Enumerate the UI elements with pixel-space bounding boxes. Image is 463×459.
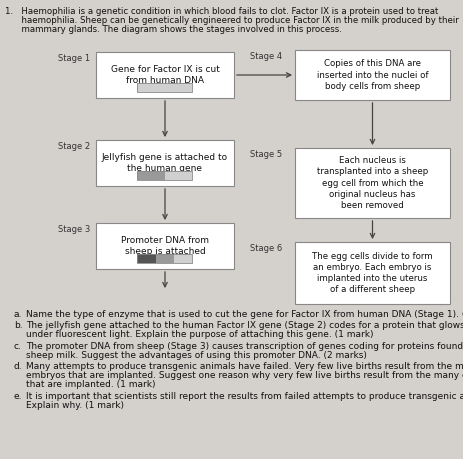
Text: It is important that scientists still report the results from failed attempts to: It is important that scientists still re… — [26, 392, 463, 401]
Text: b.: b. — [14, 321, 23, 330]
Text: The egg cells divide to form
an embryo. Each embryo is
implanted into the uterus: The egg cells divide to form an embryo. … — [312, 252, 432, 294]
Text: Explain why. (1 mark): Explain why. (1 mark) — [26, 401, 124, 410]
Text: a.: a. — [14, 310, 22, 319]
Text: Promoter DNA from
sheep is attached: Promoter DNA from sheep is attached — [121, 236, 208, 256]
Bar — [137, 83, 192, 92]
Bar — [137, 254, 192, 263]
Text: Stage 3: Stage 3 — [58, 225, 90, 234]
Bar — [96, 52, 233, 98]
Text: Copies of this DNA are
inserted into the nuclei of
body cells from sheep: Copies of this DNA are inserted into the… — [316, 59, 427, 90]
Text: Many attempts to produce transgenic animals have failed. Very few live births re: Many attempts to produce transgenic anim… — [26, 362, 463, 371]
Text: haemophilia. Sheep can be genetically engineered to produce Factor IX in the mil: haemophilia. Sheep can be genetically en… — [5, 16, 458, 25]
Text: Stage 4: Stage 4 — [250, 52, 282, 61]
Bar — [137, 83, 192, 92]
Text: that are implanted. (1 mark): that are implanted. (1 mark) — [26, 381, 155, 389]
Text: The jellyfish gene attached to the human Factor IX gene (Stage 2) codes for a pr: The jellyfish gene attached to the human… — [26, 321, 463, 330]
Text: d.: d. — [14, 362, 23, 371]
Text: e.: e. — [14, 392, 22, 401]
Text: mammary glands. The diagram shows the stages involved in this process.: mammary glands. The diagram shows the st… — [5, 25, 341, 34]
Bar — [137, 171, 192, 180]
Text: Jellyfish gene is attached to
the human gene: Jellyfish gene is attached to the human … — [102, 153, 228, 173]
Bar — [96, 223, 233, 269]
Text: c.: c. — [14, 341, 22, 351]
Text: Name the type of enzyme that is used to cut the gene for Factor IX from human DN: Name the type of enzyme that is used to … — [26, 310, 463, 319]
Text: embryos that are implanted. Suggest one reason why very few live births result f: embryos that are implanted. Suggest one … — [26, 371, 463, 380]
Text: 1.   Haemophilia is a genetic condition in which blood fails to clot. Factor IX : 1. Haemophilia is a genetic condition in… — [5, 7, 438, 16]
Text: under fluorescent light. Explain the purpose of attaching this gene. (1 mark): under fluorescent light. Explain the pur… — [26, 330, 373, 339]
Text: Each nucleus is
transplanted into a sheep
egg cell from which the
original nucle: Each nucleus is transplanted into a shee… — [316, 157, 427, 210]
Bar — [294, 50, 449, 100]
Text: Gene for Factor IX is cut
from human DNA: Gene for Factor IX is cut from human DNA — [110, 65, 219, 85]
Bar — [174, 254, 192, 263]
Text: Stage 1: Stage 1 — [58, 54, 90, 63]
Bar — [156, 254, 174, 263]
Text: The promoter DNA from sheep (Stage 3) causes transcription of genes coding for p: The promoter DNA from sheep (Stage 3) ca… — [26, 341, 463, 351]
Text: Stage 6: Stage 6 — [250, 244, 282, 253]
Text: Stage 5: Stage 5 — [250, 150, 282, 159]
Text: sheep milk. Suggest the advantages of using this promoter DNA. (2 marks): sheep milk. Suggest the advantages of us… — [26, 351, 366, 360]
Bar — [165, 171, 192, 180]
Bar — [96, 140, 233, 186]
Bar — [137, 171, 165, 180]
Text: Stage 2: Stage 2 — [58, 142, 90, 151]
Bar — [137, 254, 156, 263]
Bar — [294, 148, 449, 218]
Bar — [294, 242, 449, 304]
